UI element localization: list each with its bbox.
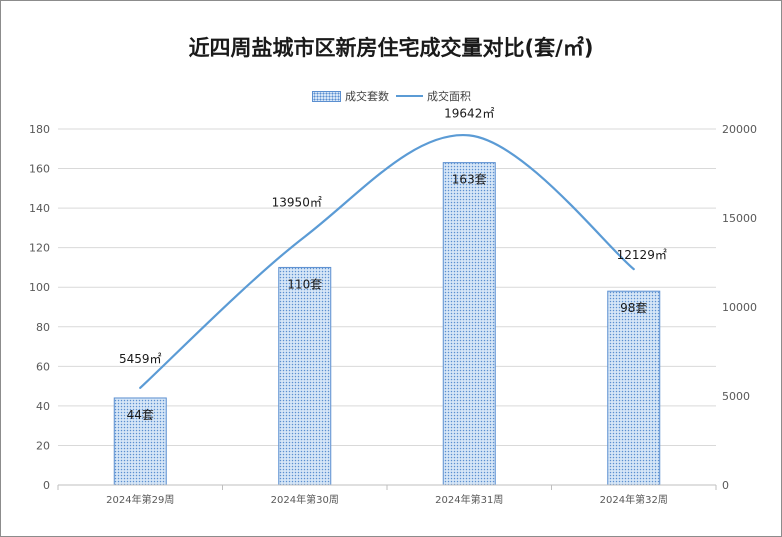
line-data-label: 19642㎡ — [444, 106, 494, 120]
y-left-tick-label: 0 — [43, 479, 50, 492]
y-left-tick-label: 180 — [29, 123, 50, 136]
bar — [278, 266, 332, 486]
y-left-tick-label: 40 — [36, 400, 50, 413]
y-left-tick-label: 80 — [36, 321, 50, 334]
legend: 成交套数 成交面积 — [0, 88, 782, 106]
y-right-tick-label: 0 — [722, 479, 729, 492]
legend-item-bars: 成交套数 — [312, 88, 389, 104]
bar-data-label: 44套 — [127, 408, 154, 422]
legend-bar-swatch — [312, 90, 341, 102]
y-right-tick-label: 20000 — [722, 123, 757, 136]
line-series-path — [139, 134, 635, 389]
bar — [442, 162, 496, 486]
bar-data-label: 110套 — [287, 277, 322, 291]
line-data-label: 5459㎡ — [119, 352, 162, 366]
y-right-tick-label: 15000 — [722, 212, 757, 225]
legend-item-line: 成交面积 — [396, 88, 471, 104]
bar-data-label: 98套 — [620, 301, 647, 315]
bar — [607, 290, 661, 486]
x-category-label: 2024年第32周 — [600, 493, 668, 506]
y-left-tick-label: 60 — [36, 360, 50, 373]
y-left-tick-label: 160 — [29, 163, 50, 176]
y-left-tick-label: 140 — [29, 202, 50, 215]
chart-title: 近四周盐城市区新房住宅成交量对比(套/㎡) — [188, 36, 594, 60]
legend-line-swatch — [396, 95, 423, 97]
y-left-tick-label: 20 — [36, 439, 50, 452]
line-data-label: 12129㎡ — [617, 248, 667, 262]
y-left-tick-label: 120 — [29, 242, 50, 255]
y-right-tick-label: 10000 — [722, 301, 757, 314]
legend-label-bars: 成交套数 — [345, 90, 389, 103]
y-right-tick-label: 5000 — [722, 390, 750, 403]
x-category-label: 2024年第29周 — [106, 493, 174, 506]
bar-data-label: 163套 — [452, 173, 487, 187]
x-category-label: 2024年第31周 — [435, 493, 503, 506]
line-data-label: 13950㎡ — [272, 196, 322, 210]
x-category-label: 2024年第30周 — [271, 493, 339, 506]
y-left-tick-label: 100 — [29, 281, 50, 294]
legend-label-line: 成交面积 — [427, 90, 471, 103]
